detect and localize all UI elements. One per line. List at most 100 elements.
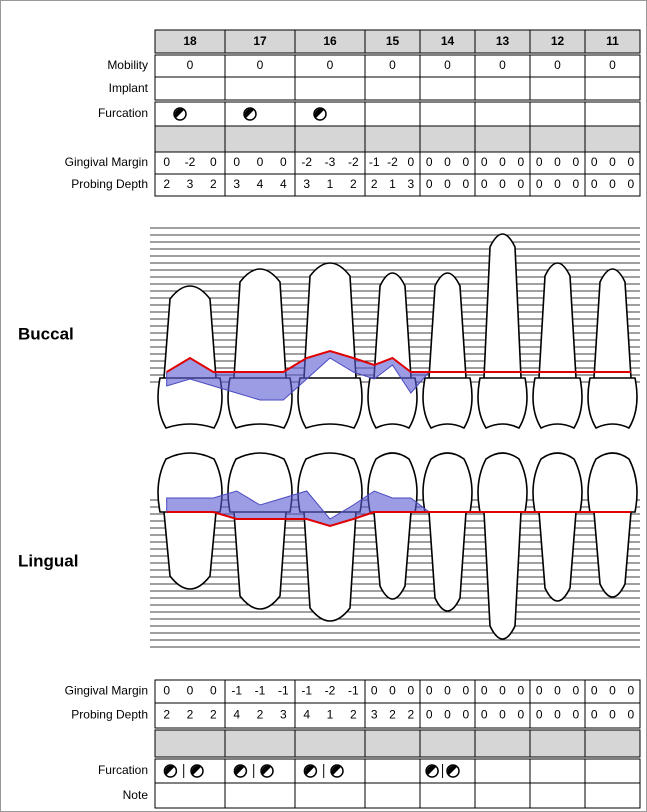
cell-value: 2 [210,177,217,191]
cell [155,126,225,152]
cell-value: 0 [210,155,217,169]
cell-value: 0 [517,177,524,191]
cell-value: 4 [257,177,264,191]
cell-value: 0 [572,155,579,169]
cell-value: -2 [301,155,312,169]
tooth-number: 16 [323,34,337,48]
cell-value: -1 [231,684,242,698]
cell-value: 0 [536,708,543,722]
cell-value: 0 [233,155,240,169]
row-label: Note [123,788,149,802]
cell-value: 0 [591,708,598,722]
row-label: Gingival Margin [65,684,148,698]
cell [585,730,640,757]
tooth-crown [298,378,362,428]
tooth-number: 12 [551,34,565,48]
furcation-icon [234,765,246,777]
cell-value: -1 [255,684,266,698]
tooth-root [539,263,576,378]
cell [365,759,420,783]
cell-value: 2 [407,708,414,722]
cell-value: 0 [572,708,579,722]
cell [530,783,585,808]
cell-value: 2 [257,708,264,722]
cell-value: 0 [591,684,598,698]
cell-value: 0 [591,177,598,191]
tooth-root [594,512,631,597]
furcation-icon [244,108,256,120]
cell [420,730,475,757]
cell-value: 0 [426,684,433,698]
cell [295,126,365,152]
tooth-crown [478,453,527,512]
cell-value: 0 [257,155,264,169]
cell-value: 0 [536,684,543,698]
cell [585,783,640,808]
cell-value: -2 [348,155,359,169]
cell-value: 0 [210,684,217,698]
cell [475,759,530,783]
cell-value: 2 [350,708,357,722]
cell-value: 0 [481,177,488,191]
cell-value: 0 [554,684,561,698]
cell-value: 3 [187,177,194,191]
cell [365,102,420,126]
row-label: Probing Depth [71,177,148,191]
cell-value: 0 [554,177,561,191]
tooth-root [594,269,631,378]
tooth-root [304,512,356,621]
cell-value: 0 [609,155,616,169]
tooth-number: 15 [386,34,400,48]
cell [295,730,365,757]
cell-value: 0 [517,684,524,698]
cell-value: -2 [185,155,196,169]
furcation-icon [314,108,326,120]
tooth-crown [423,378,472,428]
cell [365,77,420,100]
furcation-icon [191,765,203,777]
tooth-crown [533,453,582,512]
cell-value: 0 [163,155,170,169]
cell-value: 0 [163,684,170,698]
tooth-root [429,273,466,378]
tooth-root [429,512,466,611]
row-label: Furcation [98,106,148,120]
cell-value: 0 [609,58,616,72]
cell-value: 1 [389,177,396,191]
tooth-root [484,512,521,639]
tooth-crown [588,378,637,428]
cell-value: 0 [371,684,378,698]
cell [420,77,475,100]
cell [585,126,640,152]
furcation-icon [174,108,186,120]
cell-value: 0 [517,155,524,169]
tooth-root [539,512,576,601]
cell-value: 0 [426,708,433,722]
cell [225,783,295,808]
cell-value: 0 [499,684,506,698]
cell-value: -2 [325,684,336,698]
cell-value: 0 [327,58,334,72]
row-label: Mobility [107,58,148,72]
cell-value: 0 [444,684,451,698]
cell [295,783,365,808]
cell-value: 0 [499,155,506,169]
cell [530,77,585,100]
cell-value: -3 [325,155,336,169]
cell-value: 0 [627,708,634,722]
cell [365,126,420,152]
furcation-icon [164,765,176,777]
cell-value: 0 [426,177,433,191]
tooth-root [374,512,411,599]
cell-value: 2 [371,177,378,191]
cell-value: 0 [591,155,598,169]
lingual-label: Lingual [18,551,78,570]
cell-value: 0 [187,58,194,72]
tooth-number: 11 [606,34,619,48]
cell [530,102,585,126]
cell-value: 0 [627,177,634,191]
cell-value: 0 [389,58,396,72]
cell [225,77,295,100]
cell-value: 0 [554,58,561,72]
cell [225,126,295,152]
